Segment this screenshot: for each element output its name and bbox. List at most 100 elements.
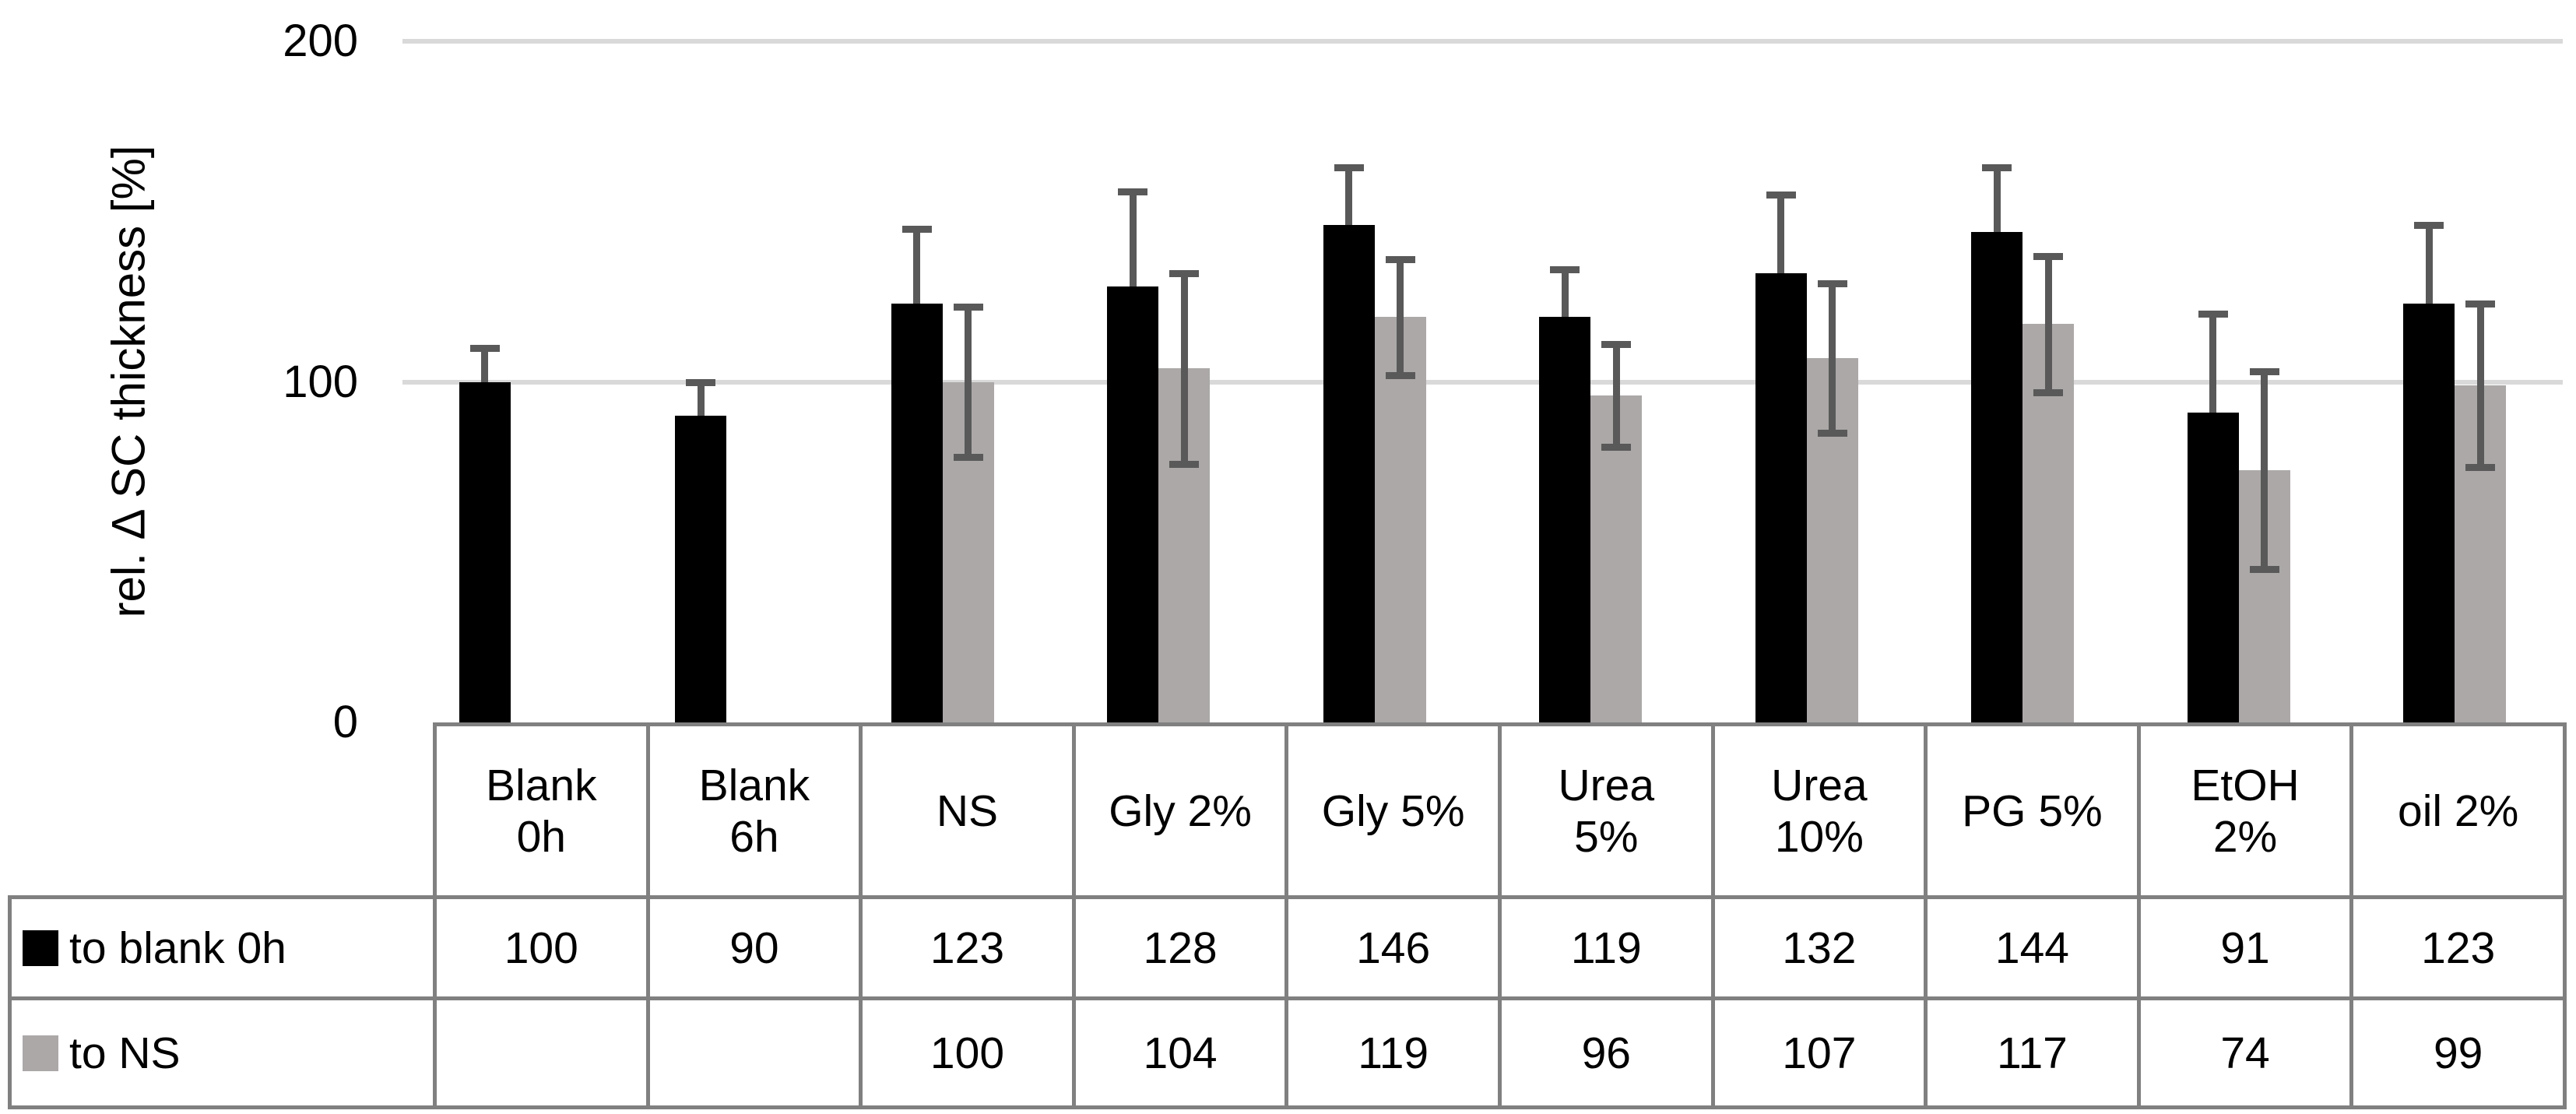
- value-cell: [433, 996, 650, 1109]
- y-axis-title: rel. Δ SC thickness [%]: [102, 145, 155, 618]
- error-bar-line: [1129, 191, 1137, 286]
- error-bar-cap-top: [1334, 163, 1364, 171]
- y-tick-label-200: 200: [283, 16, 358, 66]
- bar-black-5: [1323, 225, 1375, 722]
- bar-black-7: [1755, 272, 1807, 722]
- value-cell: 117: [1924, 996, 2141, 1109]
- category-header-cell: Gly 5%: [1284, 722, 1502, 899]
- error-bar-line: [2425, 225, 2433, 304]
- error-bar-line: [965, 307, 972, 457]
- error-bar-cap-top: [1766, 191, 1796, 199]
- error-bar-cap-top: [1169, 269, 1200, 277]
- error-bar-cap-bottom: [2033, 388, 2064, 396]
- bar-black-1: [459, 381, 511, 722]
- bar-black-4: [1107, 286, 1159, 722]
- value-cell: 100: [859, 996, 1076, 1109]
- category-header-cell: Urea 5%: [1497, 722, 1715, 899]
- value-cell: 107: [1710, 996, 1928, 1109]
- value-cell: 100: [433, 895, 650, 1000]
- bar-black-2: [675, 416, 727, 722]
- error-bar-line: [1612, 344, 1620, 447]
- bar-black-8: [1971, 232, 2023, 722]
- category-header-cell: EtOH 2%: [2136, 722, 2354, 899]
- value-cell: 144: [1924, 895, 2141, 1000]
- black-series-swatch: [23, 930, 58, 966]
- error-bar-cap-bottom: [953, 453, 983, 461]
- value-cell: 123: [859, 895, 1076, 1000]
- value-cell: 99: [2349, 996, 2567, 1109]
- error-bar-cap-bottom: [2249, 566, 2279, 574]
- error-bar-cap-top: [2198, 311, 2228, 318]
- gridline-200: [402, 39, 2563, 44]
- error-bar-line: [1993, 167, 2001, 232]
- error-bar-cap-bottom: [1817, 430, 1847, 438]
- bar-black-9: [2187, 412, 2239, 722]
- error-bar-cap-top: [2033, 252, 2064, 260]
- gridline-100: [402, 379, 2563, 385]
- error-bar-line: [1345, 167, 1353, 226]
- y-tick-label-0: 0: [332, 697, 358, 747]
- error-bar-cap-bottom: [2465, 463, 2496, 471]
- value-cell: 91: [2136, 895, 2354, 1000]
- legend-cell-to-ns: to NS: [8, 996, 437, 1109]
- error-bar-cap-top: [1118, 188, 1148, 195]
- value-cell: 96: [1497, 996, 1715, 1109]
- value-cell: 132: [1710, 895, 1928, 1000]
- table-corner-blank: [10, 725, 435, 898]
- error-bar-line: [481, 347, 489, 382]
- error-bar-cap-top: [2465, 300, 2496, 307]
- value-cell: [645, 996, 863, 1109]
- category-header-cell: PG 5%: [1924, 722, 2141, 899]
- bar-gray-5: [1374, 317, 1426, 722]
- error-bar-line: [1180, 272, 1188, 464]
- error-bar-line: [1777, 194, 1785, 273]
- category-header-cell: NS: [859, 722, 1076, 899]
- error-bar-line: [2044, 255, 2052, 392]
- category-header-cell: oil 2%: [2349, 722, 2567, 899]
- value-cell: 123: [2349, 895, 2567, 1000]
- error-bar-line: [1829, 283, 1836, 434]
- error-bar-cap-top: [1601, 341, 1632, 349]
- legend-cell-to-blank-0h: to blank 0h: [8, 895, 437, 1000]
- error-bar-cap-bottom: [1601, 443, 1632, 451]
- value-cell: 128: [1071, 895, 1289, 1000]
- error-bar-line: [1397, 259, 1404, 375]
- data-table: Blank 0h Blank 6h NS Gly 2% Gly 5% Urea 5% Ure…: [8, 722, 2567, 1109]
- legend-label: to blank 0h: [69, 922, 286, 973]
- error-bar-cap-top: [1982, 163, 2012, 171]
- error-bar-cap-top: [2414, 222, 2444, 230]
- value-cell: 146: [1284, 895, 1502, 1000]
- category-header-cell: Urea 10%: [1710, 722, 1928, 899]
- value-cell: 90: [645, 895, 863, 1000]
- value-cell: 119: [1497, 895, 1715, 1000]
- error-bar-cap-top: [2249, 368, 2279, 376]
- error-bar-cap-top: [901, 225, 932, 233]
- error-bar-line: [913, 228, 921, 304]
- legend-label: to NS: [69, 1028, 181, 1078]
- gray-series-swatch: [23, 1035, 58, 1071]
- error-bar-cap-bottom: [1169, 460, 1200, 468]
- error-bar-cap-top: [469, 344, 500, 352]
- error-bar-cap-top: [1550, 266, 1580, 274]
- error-bar-line: [2209, 314, 2217, 413]
- value-cell: 119: [1284, 996, 1502, 1109]
- category-header-cell: Blank 0h: [433, 722, 650, 899]
- error-bar-cap-top: [1817, 279, 1847, 287]
- error-bar-line: [697, 381, 705, 416]
- error-bar-cap-top: [953, 304, 983, 311]
- category-header-cell: Blank 6h: [645, 722, 863, 899]
- error-bar-cap-top: [1385, 256, 1415, 263]
- bar-black-3: [891, 303, 943, 722]
- error-bar-cap-bottom: [1385, 371, 1415, 379]
- error-bar-line: [2476, 303, 2484, 467]
- error-bar-line: [2261, 371, 2268, 570]
- error-bar-cap-top: [686, 378, 716, 386]
- y-tick-label-100: 100: [283, 356, 358, 407]
- bar-black-6: [1539, 317, 1591, 722]
- value-cell: 104: [1071, 996, 1289, 1109]
- error-bar-line: [1561, 269, 1569, 318]
- bar-black-10: [2403, 303, 2455, 722]
- value-cell: 74: [2136, 996, 2354, 1109]
